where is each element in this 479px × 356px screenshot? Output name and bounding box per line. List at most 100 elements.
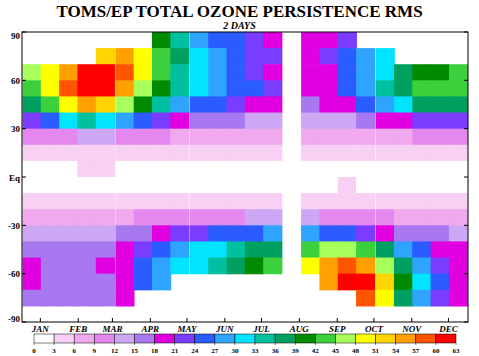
cell [412,225,431,242]
cell [245,80,264,97]
colorbar-box [356,334,376,343]
y-tick [464,32,468,33]
cell [208,193,227,210]
cell [376,145,395,162]
cell [134,113,153,130]
cell [170,80,189,97]
cell [263,193,282,210]
cell [59,161,78,178]
cell [319,48,338,65]
y-tick [464,273,468,274]
cell [263,48,282,65]
cell [449,64,468,81]
colorbar-tick [174,343,175,345]
cell [338,48,357,65]
cell [41,64,60,81]
cell [338,274,357,291]
cell [134,64,153,81]
cell [245,48,264,65]
cell [227,225,246,242]
cell [338,193,357,210]
colorbar-label: 9 [93,347,97,355]
cell [152,64,171,81]
cell [356,48,375,65]
cell [170,225,189,242]
cell [152,258,171,275]
x-tick [337,318,338,322]
cell [263,96,282,113]
cell [22,113,41,130]
cell [96,258,115,275]
cell [96,193,115,210]
cell [152,96,171,113]
cell [41,258,60,275]
cell [170,129,189,146]
cell [96,113,115,130]
cell [190,64,209,81]
cell [134,161,153,178]
frame [22,32,468,322]
colorbar-box [215,334,235,343]
y-tick [22,80,26,81]
cell [449,161,468,178]
y-tick [464,225,468,226]
x-tick-label: DEC [438,324,459,334]
colorbar-tick [315,343,316,345]
cell [263,32,282,49]
cell [115,193,134,210]
cell [41,241,60,258]
cell [115,274,134,291]
cell [449,225,468,242]
cell [115,258,134,275]
colorbar-box [396,334,416,343]
cell [394,225,413,242]
cell [301,32,320,49]
cell [449,241,468,258]
cell [449,96,468,113]
cell [301,113,320,130]
colorbar-tick [134,343,135,345]
cell [356,209,375,226]
x-tick-label: OCT [365,324,384,334]
y-tick-label: Eq [9,173,20,183]
cell [356,64,375,81]
cell [41,274,60,291]
colorbar-box [416,334,436,343]
colorbar-tick [275,343,276,345]
colorbar-tick [114,343,115,345]
x-tick [150,318,151,322]
colorbar-tick [74,343,75,345]
cell [449,145,468,162]
x-tick-label: NOV [401,324,422,334]
x-tick [448,318,449,322]
cell [227,64,246,81]
cell [245,129,264,146]
x-tick-label: FEB [68,324,87,334]
cell [338,64,357,81]
cell [190,241,209,258]
cell [394,241,413,258]
cell [134,274,153,291]
cell [115,80,134,97]
cell [115,290,134,307]
cell [301,145,320,162]
cell [41,161,60,178]
colorbar-label: 12 [111,347,119,355]
cell [263,145,282,162]
x-tick-label: JUN [215,324,234,334]
cell [319,177,338,194]
cell [134,48,153,65]
cell [356,145,375,162]
cell [449,209,468,226]
cell [208,96,227,113]
cell [394,290,413,307]
cell [376,225,395,242]
cell [319,258,338,275]
cell [412,274,431,291]
x-tick [411,318,412,322]
cell [301,48,320,65]
colorbar-box [295,334,315,343]
cell [152,209,171,226]
x-tick-label: MAY [176,324,198,334]
colorbar-tick [94,343,95,345]
